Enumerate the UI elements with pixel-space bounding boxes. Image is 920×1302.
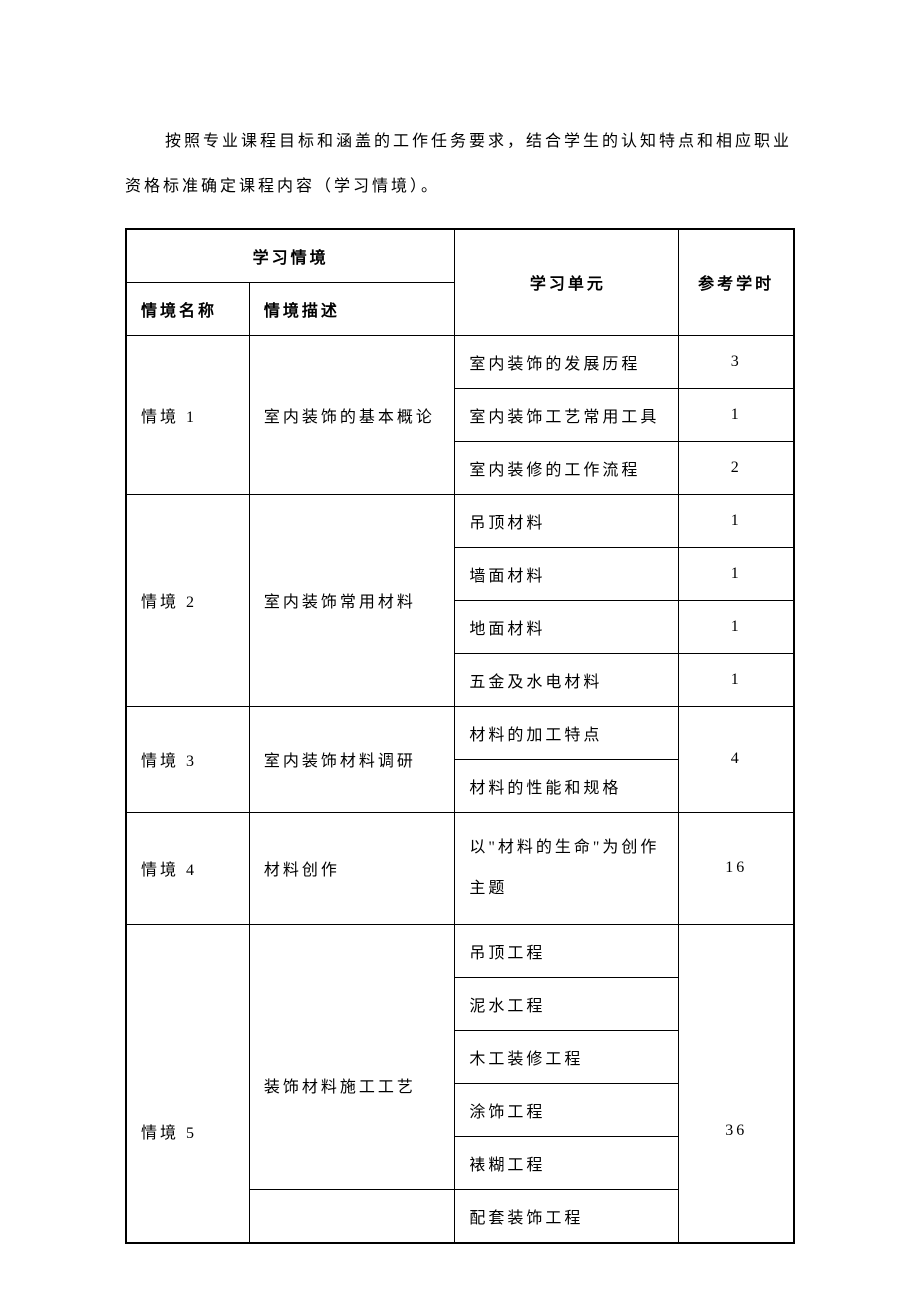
learning-unit-cell: 室内装饰工艺常用工具 — [455, 388, 679, 441]
header-reference-hours: 参考学时 — [679, 229, 794, 336]
header-situation-desc: 情境描述 — [249, 282, 455, 335]
header-learning-unit: 学习单元 — [455, 229, 679, 336]
learning-unit-cell: 吊顶材料 — [455, 494, 679, 547]
table-row: 情境 2 室内装饰常用材料 吊顶材料 1 — [126, 494, 794, 547]
learning-unit-cell: 裱糊工程 — [455, 1136, 679, 1189]
situation-name-cell: 情境 5 — [126, 924, 249, 1243]
learning-unit-cell: 室内装饰的发展历程 — [455, 335, 679, 388]
table-header-row-1: 学习情境 学习单元 参考学时 — [126, 229, 794, 283]
situation-desc-cell-empty — [249, 1189, 455, 1243]
hours-cell: 1 — [679, 547, 794, 600]
hours-cell: 1 — [679, 653, 794, 706]
situation-desc-cell: 室内装饰的基本概论 — [249, 335, 455, 494]
situation-desc-cell: 材料创作 — [249, 812, 455, 924]
hours-cell: 2 — [679, 441, 794, 494]
situation-desc-cell: 室内装饰常用材料 — [249, 494, 455, 706]
learning-unit-cell: 吊顶工程 — [455, 924, 679, 977]
hours-cell: 1 — [679, 494, 794, 547]
learning-unit-cell: 地面材料 — [455, 600, 679, 653]
table-row: 情境 5 装饰材料施工工艺 吊顶工程 36 — [126, 924, 794, 977]
hours-cell: 1 — [679, 388, 794, 441]
learning-unit-cell: 材料的性能和规格 — [455, 759, 679, 812]
learning-unit-cell: 木工装修工程 — [455, 1030, 679, 1083]
header-situation-name: 情境名称 — [126, 282, 249, 335]
learning-unit-cell: 泥水工程 — [455, 977, 679, 1030]
intro-paragraph: 按照专业课程目标和涵盖的工作任务要求，结合学生的认知特点和相应职业资格标准确定课… — [125, 120, 795, 210]
table-row: 情境 4 材料创作 以"材料的生命"为创作主题 16 — [126, 812, 794, 924]
table-row: 情境 3 室内装饰材料调研 材料的加工特点 4 — [126, 706, 794, 759]
curriculum-table: 学习情境 学习单元 参考学时 情境名称 情境描述 情境 1 室内装饰的基本概论 … — [125, 228, 795, 1244]
situation-name-cell: 情境 1 — [126, 335, 249, 494]
learning-unit-cell: 五金及水电材料 — [455, 653, 679, 706]
situation-name-cell: 情境 3 — [126, 706, 249, 812]
situation-desc-cell: 室内装饰材料调研 — [249, 706, 455, 812]
hours-cell: 1 — [679, 600, 794, 653]
situation-name-cell: 情境 2 — [126, 494, 249, 706]
learning-unit-cell: 墙面材料 — [455, 547, 679, 600]
hours-cell: 4 — [679, 706, 794, 812]
situation-name-cell: 情境 4 — [126, 812, 249, 924]
hours-cell: 36 — [679, 924, 794, 1243]
learning-unit-cell: 材料的加工特点 — [455, 706, 679, 759]
learning-unit-cell: 涂饰工程 — [455, 1083, 679, 1136]
learning-unit-cell: 室内装修的工作流程 — [455, 441, 679, 494]
hours-cell: 16 — [679, 812, 794, 924]
hours-cell: 3 — [679, 335, 794, 388]
learning-unit-cell: 配套装饰工程 — [455, 1189, 679, 1243]
header-learning-situation: 学习情境 — [126, 229, 455, 283]
learning-unit-cell: 以"材料的生命"为创作主题 — [455, 812, 679, 924]
situation-desc-cell: 装饰材料施工工艺 — [249, 924, 455, 1189]
table-row: 情境 1 室内装饰的基本概论 室内装饰的发展历程 3 — [126, 335, 794, 388]
